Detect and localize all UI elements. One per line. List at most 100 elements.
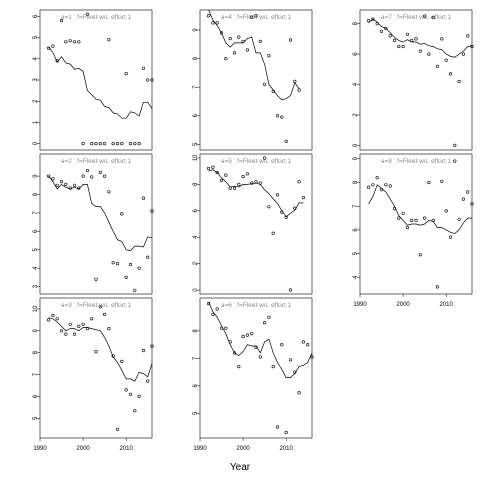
y-tick-label: 3 [33,78,39,82]
data-point [124,275,128,280]
data-point [72,183,77,187]
y-tick-label: 9 [193,28,199,32]
data-point [133,409,137,413]
data-point [232,351,237,355]
data-point [288,358,293,362]
data-point [367,19,371,23]
y-tick-label: 9 [353,156,359,160]
data-point [371,17,375,21]
data-point [85,327,89,331]
data-point [267,205,271,209]
trend-line [208,9,300,101]
panel-p8: a=8 : f=Fleet wo. effort 1 4 5 6 7 8 9 1990 2000… [353,153,474,308]
data-point [371,183,375,187]
data-point [461,197,466,201]
panel-title: a=1 : f=Fleet wo. effort 1 [61,14,132,21]
data-point [401,44,405,49]
data-point [77,40,81,44]
y-tick-label: 0 [193,288,199,292]
y-tick-label: 4 [353,82,359,86]
panel-p2: a=2 : f=Fleet wo. effort 1 3 4 5 6 7 8 9 [33,153,154,295]
data-point [258,39,262,44]
data-point [215,170,219,175]
data-point [288,288,293,292]
x-tick-label: 2000 [236,446,250,452]
y-tick-label: 8 [353,21,359,25]
panel-p4: a=4 : f=Fleet wo. effort 1 5 6 7 8 9 [193,9,313,151]
data-point [107,190,111,194]
data-point [98,170,102,174]
data-point [137,394,141,399]
data-point [392,38,397,43]
data-point [120,359,124,364]
panel-title: a=3 : f=Fleet wo. effort 1 [61,302,132,309]
data-point [81,322,85,326]
data-point [64,40,68,44]
data-point [59,180,64,184]
data-point [258,355,262,359]
data-point [90,317,94,321]
data-point [250,332,254,336]
data-point [267,315,271,319]
data-point [46,318,51,322]
data-point [232,186,237,190]
data-point [397,44,401,49]
data-point [55,59,59,63]
data-point [293,206,297,210]
data-point [254,345,258,350]
y-tick-label: 4 [353,275,359,279]
data-point [405,32,410,36]
data-point [133,142,137,146]
data-point [466,190,470,194]
data-point [137,266,141,270]
data-point [310,355,314,359]
y-tick-label: 5 [33,247,39,251]
data-point [263,156,267,160]
data-point [423,216,427,220]
data-point [228,36,232,41]
panel-p5: a=5 : f=Fleet wo. effort 1 0 2 4 6 8 10 [193,153,313,295]
panel-p7: a=7 : f=Fleet wo. effort 1 0 2 4 6 8 [353,9,474,151]
data-point [64,182,68,186]
data-point [146,379,150,383]
panel-p3: a=3 : f=Fleet wo. effort 1 5 6 7 8 9 10 1990 200… [33,297,154,452]
y-tick-label: 5 [193,142,199,146]
data-point [457,79,461,84]
data-point [215,307,219,311]
data-point [401,211,405,215]
data-point [215,21,219,25]
y-tick-label: 7 [33,211,39,215]
data-point [111,354,115,358]
data-point [245,172,249,176]
data-point [146,255,150,259]
data-point [271,231,275,235]
data-point [128,142,133,146]
y-tick-label: 1 [33,120,39,124]
data-point [133,288,137,292]
data-point [444,209,448,213]
data-point [284,430,288,435]
y-tick-label: 7 [193,356,199,360]
data-point [59,19,64,23]
data-point [288,38,293,42]
data-point [470,44,474,49]
data-point [280,343,284,347]
data-point [301,196,306,200]
data-point [124,71,128,76]
data-point [410,218,414,222]
data-point [275,114,280,118]
y-tick-label: 8 [193,329,199,333]
data-point [85,169,89,173]
panel-frame [359,9,473,151]
data-point [77,186,81,190]
data-point [90,142,94,146]
data-point [241,174,245,179]
y-tick-label: 4 [33,56,39,60]
data-point [115,427,120,431]
data-point [388,34,392,38]
data-point [423,14,427,18]
data-point [237,365,241,369]
data-point [258,181,262,185]
data-point [263,82,267,86]
data-point [94,350,98,354]
